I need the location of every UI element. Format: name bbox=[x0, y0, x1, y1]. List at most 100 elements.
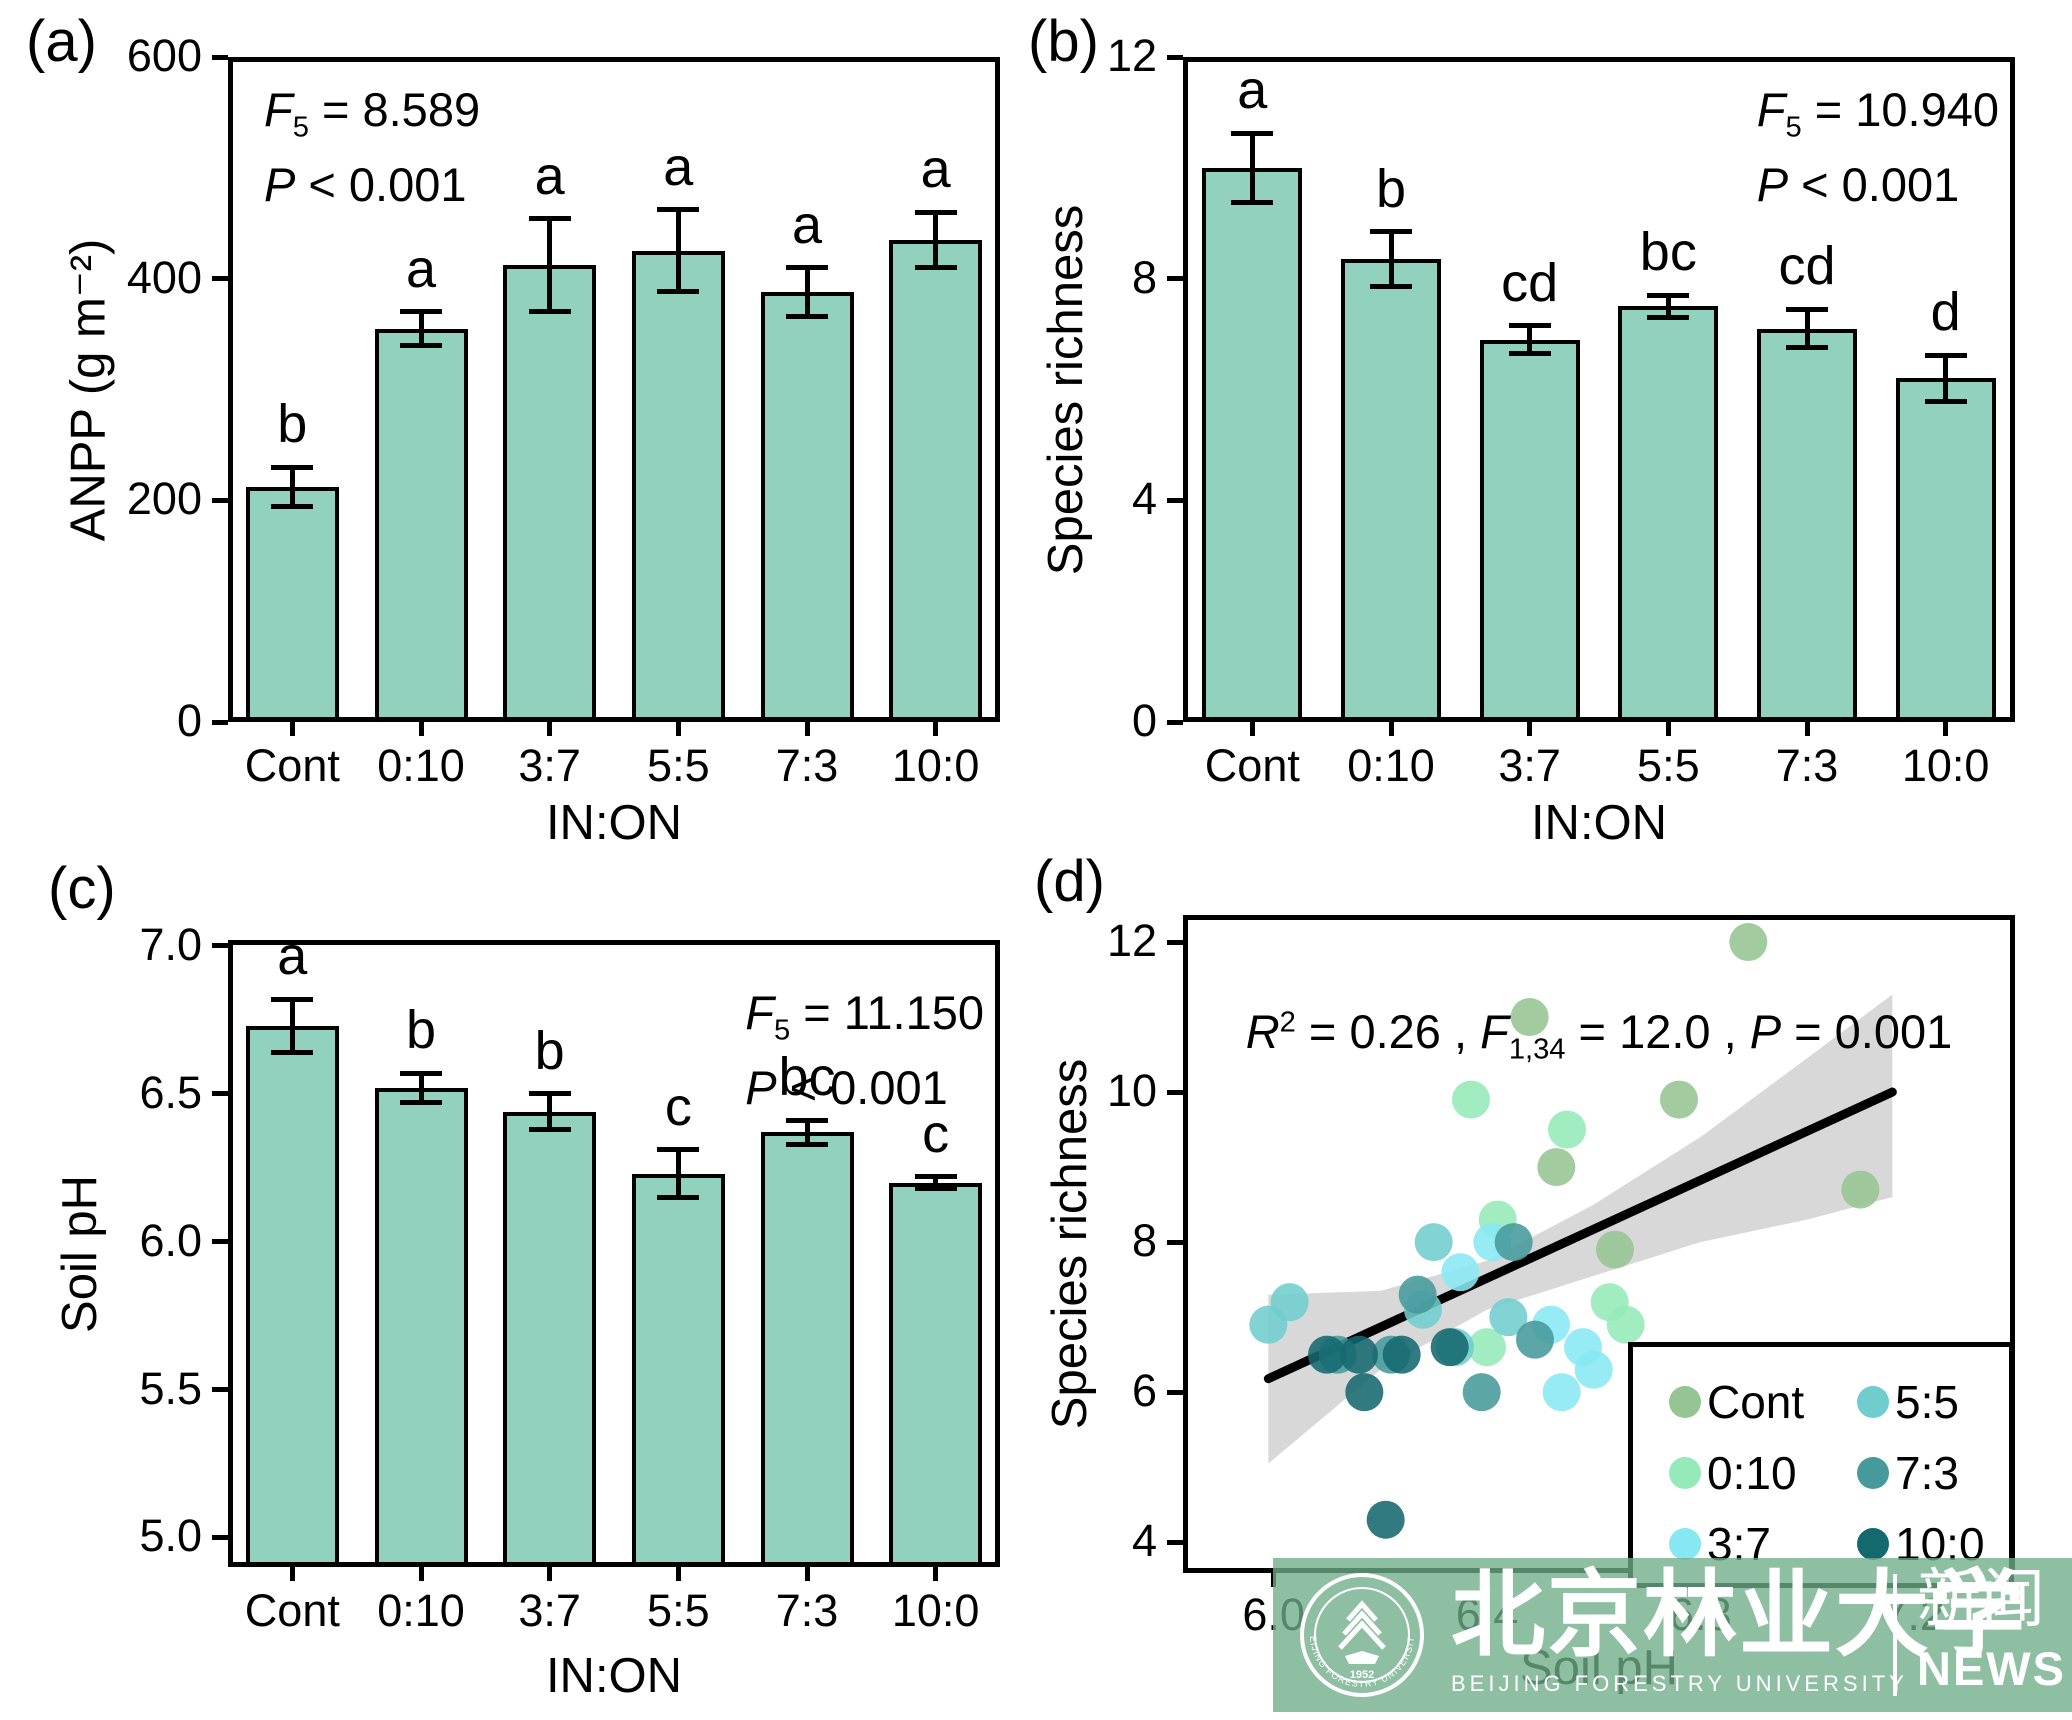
x-tick-mark bbox=[547, 1567, 553, 1581]
bar-Cont bbox=[245, 487, 339, 722]
significance-letter: bc bbox=[778, 1047, 836, 1108]
x-tick-label: 3:7 bbox=[1498, 740, 1561, 791]
x-tick-mark bbox=[418, 1567, 424, 1581]
x-tick-label: 0:10 bbox=[1347, 740, 1435, 791]
x-tick-label: 10:0 bbox=[891, 740, 980, 791]
y-tick-label: 7.0 bbox=[139, 918, 202, 970]
data-point-3:7 bbox=[1574, 1350, 1613, 1389]
error-bar-cap-top bbox=[657, 207, 700, 213]
data-point-5:5 bbox=[1489, 1298, 1528, 1337]
y-tick-label: 8 bbox=[1131, 251, 1157, 303]
significance-letter: b bbox=[277, 394, 308, 455]
error-bar-cap-top bbox=[1231, 130, 1274, 136]
panel-label-b: (b) bbox=[1028, 9, 1099, 74]
logo-pine-chevron-2 bbox=[1342, 1610, 1382, 1636]
x-tick-label: 5:5 bbox=[1637, 740, 1700, 791]
x-tick-mark bbox=[1249, 722, 1255, 736]
y-tick-mark bbox=[212, 276, 228, 282]
error-bar-cap-top bbox=[271, 464, 314, 470]
scatter-plot bbox=[1249, 923, 1897, 1539]
y-tick-mark bbox=[212, 1239, 228, 1245]
error-bar bbox=[675, 209, 681, 292]
error-bar bbox=[675, 1149, 681, 1198]
stats-line: P < 0.001 bbox=[1756, 158, 1960, 212]
error-bar bbox=[1527, 325, 1533, 354]
x-tick-mark bbox=[933, 722, 939, 736]
bar-3:7 bbox=[503, 265, 597, 722]
error-bar bbox=[547, 1093, 553, 1130]
bar-Cont bbox=[1202, 167, 1303, 722]
plot-area-c bbox=[228, 940, 1000, 1567]
y-tick-mark bbox=[212, 719, 228, 725]
error-bar bbox=[418, 1073, 424, 1103]
y-tick-mark bbox=[212, 1091, 228, 1097]
bar-5:5 bbox=[631, 1173, 725, 1567]
x-tick-label: 0:10 bbox=[377, 1585, 465, 1636]
error-bar bbox=[1665, 295, 1671, 318]
y-tick-label: 200 bbox=[126, 473, 202, 525]
y-tick-label: 6.0 bbox=[139, 1214, 202, 1266]
x-tick-mark bbox=[1804, 722, 1810, 736]
significance-letter: c bbox=[922, 1103, 950, 1164]
y-tick-mark bbox=[1167, 1539, 1183, 1545]
legend-label-Cont: Cont bbox=[1707, 1376, 1805, 1428]
panel-label-d: (d) bbox=[1034, 849, 1105, 914]
bar-5:5 bbox=[1618, 306, 1719, 722]
error-bar-cap-bottom bbox=[271, 504, 314, 510]
error-bar-cap-bottom bbox=[1924, 399, 1967, 405]
error-bar bbox=[289, 999, 295, 1053]
data-point-7:3 bbox=[1494, 1223, 1533, 1262]
bar-10:0 bbox=[1895, 378, 1996, 722]
y-tick-label: 0 bbox=[1131, 695, 1157, 746]
bar-7:3 bbox=[760, 1132, 854, 1567]
data-point-Cont bbox=[1729, 923, 1768, 962]
bar-3:7 bbox=[503, 1111, 597, 1567]
error-bar-cap-bottom bbox=[657, 1194, 700, 1200]
error-bar bbox=[289, 467, 295, 507]
error-bar-cap-bottom bbox=[528, 1126, 571, 1132]
legend-dot-3:7 bbox=[1669, 1528, 1701, 1560]
x-tick-label: 3:7 bbox=[518, 1585, 581, 1636]
legend-label-5:5: 5:5 bbox=[1895, 1376, 1959, 1428]
bar-0:10 bbox=[374, 328, 468, 722]
bar-0:10 bbox=[1341, 259, 1441, 722]
news-watermark-banner: BEIJING FORESTRY UNIVERSITY 1952 北京林业大学 … bbox=[1273, 1558, 2072, 1712]
error-bar-cap-bottom bbox=[914, 265, 957, 271]
x-tick-mark bbox=[1943, 722, 1949, 736]
legend-dot-Cont bbox=[1669, 1386, 1701, 1418]
logo-year: 1952 bbox=[1350, 1669, 1374, 1681]
data-point-Cont bbox=[1537, 1148, 1576, 1187]
stats-line: P < 0.001 bbox=[264, 158, 467, 212]
x-tick-label: Cont bbox=[244, 740, 340, 791]
x-tick-mark bbox=[675, 722, 681, 736]
y-tick-mark bbox=[1167, 1239, 1183, 1245]
x-tick-mark bbox=[1527, 722, 1533, 736]
error-bar-cap-bottom bbox=[914, 1185, 957, 1191]
y-tick-mark bbox=[1167, 1089, 1183, 1095]
x-axis-title-b: IN:ON bbox=[1530, 796, 1668, 850]
error-bar-cap-bottom bbox=[400, 342, 442, 348]
x-axis-title-c: IN:ON bbox=[545, 1649, 683, 1703]
significance-letter: cd bbox=[1778, 236, 1836, 297]
y-tick-label: 5.0 bbox=[139, 1510, 202, 1562]
data-point-5:5 bbox=[1249, 1305, 1288, 1344]
banner-divider bbox=[1893, 1574, 1897, 1696]
data-point-10:0 bbox=[1430, 1328, 1469, 1367]
error-bar-cap-top bbox=[1786, 306, 1828, 312]
x-tick-label: 7:3 bbox=[1775, 740, 1839, 791]
y-tick-label: 10 bbox=[1106, 1065, 1157, 1117]
y-tick-mark bbox=[1167, 276, 1183, 282]
x-tick-label: Cont bbox=[244, 1585, 340, 1636]
error-bar-cap-top bbox=[528, 1091, 571, 1097]
significance-letter: d bbox=[1930, 282, 1961, 343]
stats-line: F5 = 11.150 bbox=[745, 986, 984, 1047]
error-bar-cap-top bbox=[657, 1147, 700, 1153]
y-tick-label: 400 bbox=[126, 251, 202, 303]
data-point-Cont bbox=[1660, 1080, 1698, 1119]
x-tick-mark bbox=[418, 722, 424, 736]
x-tick-label: 7:3 bbox=[775, 1585, 839, 1636]
error-bar-cap-bottom bbox=[1508, 350, 1551, 356]
data-point-3:7 bbox=[1542, 1373, 1581, 1412]
plot-area-a bbox=[228, 57, 1000, 722]
